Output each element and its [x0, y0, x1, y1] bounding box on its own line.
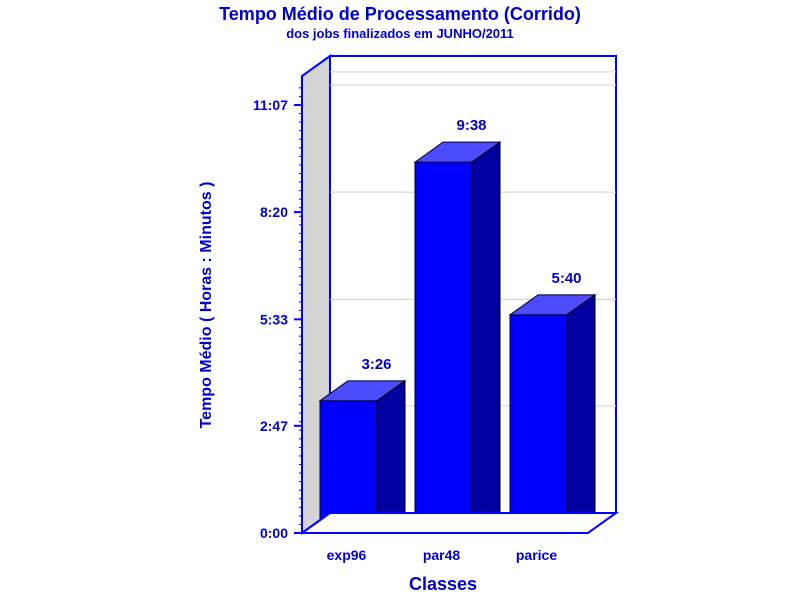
bar-parice — [508, 293, 597, 534]
bar-side — [471, 141, 501, 534]
bar-front — [509, 314, 568, 534]
y-tick-label: 0:00 — [260, 525, 288, 541]
y-tick-label: 5:33 — [260, 311, 288, 327]
y-tick-label: 8:20 — [260, 204, 288, 220]
x-axis-title: Classes — [409, 574, 477, 594]
data-labels: 3:26 9:38 5:40 — [361, 117, 581, 373]
bar-front — [319, 400, 378, 534]
value-label: 3:26 — [361, 356, 391, 373]
bar-side — [566, 293, 596, 534]
x-axis: exp96 par48 parice — [327, 547, 558, 563]
y-axis: 0:00 2:47 5:33 8:20 11:07 — [253, 76, 588, 541]
chart-floor — [298, 512, 620, 534]
value-label: 9:38 — [456, 117, 486, 134]
chart-title: Tempo Médio de Processamento (Corrido) — [219, 4, 581, 24]
bar-exp96 — [318, 379, 407, 534]
y-axis-title: Tempo Médio ( Horas : Minutos ) — [198, 182, 215, 429]
chart-subtitle: dos jobs finalizados em JUNHO/2011 — [286, 26, 514, 41]
y-tick-label: 2:47 — [260, 418, 288, 434]
y-tick-label: 11:07 — [253, 97, 288, 113]
category-label: par48 — [423, 547, 461, 563]
bar-par48 — [413, 141, 502, 534]
category-label: exp96 — [327, 547, 367, 563]
floor-plane — [298, 512, 620, 534]
bar-front — [414, 161, 473, 534]
bars — [318, 141, 597, 534]
category-label: parice — [516, 547, 557, 563]
bar-side — [376, 379, 406, 534]
value-label: 5:40 — [551, 270, 581, 287]
